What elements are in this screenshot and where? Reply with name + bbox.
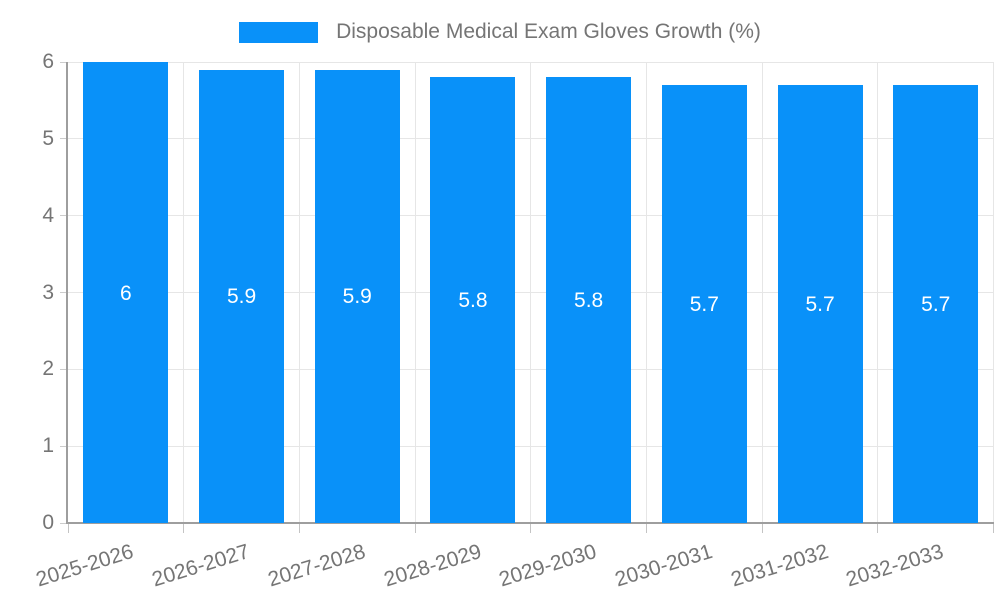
x-axis-label: 2031-2032 <box>728 540 831 592</box>
bar: 5.8 <box>546 77 632 523</box>
x-axis-label: 2029-2030 <box>496 540 600 592</box>
bar-value-label: 6 <box>120 281 132 305</box>
legend-item[interactable]: Disposable Medical Exam Gloves Growth (%… <box>239 20 761 44</box>
y-tick-label: 4 <box>42 203 54 227</box>
x-gridline <box>183 62 185 523</box>
y-tick-label: 1 <box>42 434 54 458</box>
x-tick-mark <box>67 524 69 533</box>
y-tick-mark <box>60 368 68 370</box>
bar-value-label: 5.7 <box>921 292 951 316</box>
bar-value-label: 5.8 <box>458 289 488 313</box>
chart-legend: Disposable Medical Exam Gloves Growth (%… <box>0 20 1000 44</box>
bar-value-label: 5.7 <box>805 292 835 316</box>
bar: 5.7 <box>893 85 979 523</box>
bar-value-label: 5.8 <box>574 289 604 313</box>
bar: 5.9 <box>314 69 400 523</box>
y-tick-label: 2 <box>42 357 54 381</box>
x-gridline <box>761 62 763 523</box>
x-axis-label: 2030-2031 <box>612 540 716 592</box>
x-axis-label: 2027-2028 <box>265 540 368 592</box>
y-tick-mark <box>60 215 68 217</box>
x-tick-mark <box>183 524 185 533</box>
bar-value-label: 5.7 <box>689 292 719 316</box>
y-tick-label: 5 <box>42 126 54 150</box>
x-gridline <box>530 62 532 523</box>
legend-swatch-icon <box>239 21 319 43</box>
bar: 6 <box>83 62 169 523</box>
x-gridline <box>646 62 647 523</box>
x-axis-label: 2026-2027 <box>149 540 253 592</box>
y-tick-label: 3 <box>42 280 54 304</box>
x-axis-label: 2025-2026 <box>33 540 137 592</box>
y-tick-mark <box>60 292 68 293</box>
bar-value-label: 5.9 <box>226 285 257 309</box>
x-tick-mark <box>530 524 532 533</box>
y-tick-mark <box>60 138 68 140</box>
bar: 5.9 <box>199 69 285 523</box>
x-tick-mark <box>993 524 995 533</box>
x-axis-label: 2028-2029 <box>380 540 484 592</box>
y-axis-line <box>66 62 68 524</box>
x-gridline <box>414 62 416 523</box>
x-tick-mark <box>761 524 763 533</box>
x-axis-label: 2032-2033 <box>843 540 947 592</box>
x-gridline <box>298 62 300 523</box>
bar: 5.8 <box>430 77 516 523</box>
bar: 5.7 <box>661 85 747 523</box>
y-tick-mark <box>60 445 68 447</box>
y-tick-mark <box>60 61 68 63</box>
x-gridline <box>877 62 879 523</box>
x-tick-mark <box>646 524 647 533</box>
x-tick-mark <box>877 524 879 533</box>
x-axis-line <box>66 522 994 524</box>
x-gridline <box>993 62 995 523</box>
x-tick-mark <box>414 524 416 533</box>
y-tick-label: 6 <box>42 50 54 73</box>
y-tick-label: 0 <box>42 511 54 534</box>
legend-label: Disposable Medical Exam Gloves Growth (%… <box>336 20 761 43</box>
y-tick-mark <box>60 522 68 524</box>
bar: 5.7 <box>777 85 863 523</box>
x-tick-mark <box>298 524 300 533</box>
bar-value-label: 5.9 <box>342 285 372 309</box>
